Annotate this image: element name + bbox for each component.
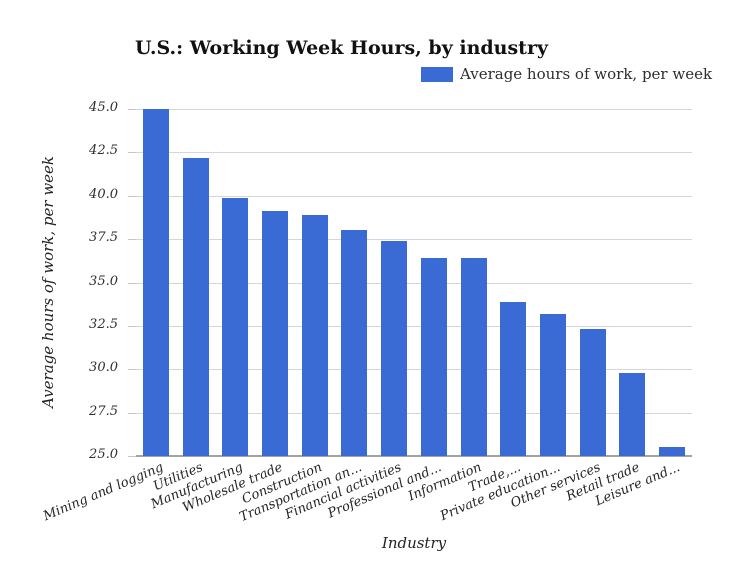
bar-mining-and-logging[interactable] [142,109,169,456]
y-tick-label: 37.5 [89,230,118,245]
bar-construction[interactable] [301,214,328,456]
bar-other-services[interactable] [579,329,606,456]
legend-label: Average hours of work, per week [460,65,713,83]
y-tick-label: 35.0 [89,274,118,289]
y-tick-mark [128,196,136,197]
bar-private-education[interactable] [540,313,566,456]
y-tick-label: 40.0 [89,187,118,202]
bar-trade[interactable] [500,301,527,456]
x-axis-title: Industry [381,534,447,552]
gridline [136,326,692,327]
bar-information[interactable] [460,258,487,456]
legend: Average hours of work, per week [421,64,712,84]
y-tick-mark [128,239,136,240]
y-tick-mark [128,456,136,457]
bar-retail-trade[interactable] [619,372,646,456]
y-tick-label: 42.5 [89,143,118,158]
gridline [136,369,692,370]
bar-transportation-an[interactable] [341,230,368,456]
bar-manufacturing[interactable] [222,197,249,456]
bar-wholesale-trade[interactable] [262,211,288,456]
y-tick-mark [128,369,136,370]
bar-utilities[interactable] [182,157,209,456]
bar-financial-activities[interactable] [381,240,408,456]
y-tick-label: 25.0 [89,447,118,462]
y-tick-label: 45.0 [89,100,118,115]
y-tick-mark [128,152,136,153]
x-axis-line [136,455,692,457]
bar-professional-and[interactable] [420,258,447,456]
gridline [136,283,692,284]
y-tick-label: 27.5 [89,404,118,419]
gridline [136,196,692,197]
chart-title: U.S.: Working Week Hours, by industry [135,37,549,59]
legend-swatch-icon [421,66,453,82]
x-tick-label: Mining and logging [41,460,166,525]
gridline [136,413,692,414]
bar-leisure-and[interactable] [659,447,686,456]
gridline [136,239,692,240]
y-tick-mark [128,413,136,414]
gridline [136,109,692,110]
y-axis-title: Average hours of work, per week [39,155,57,409]
y-tick-label: 30.0 [89,360,118,375]
y-tick-mark [128,326,136,327]
gridline [136,152,692,153]
y-tick-mark [128,109,136,110]
y-tick-mark [128,283,136,284]
y-tick-label: 32.5 [89,317,118,332]
